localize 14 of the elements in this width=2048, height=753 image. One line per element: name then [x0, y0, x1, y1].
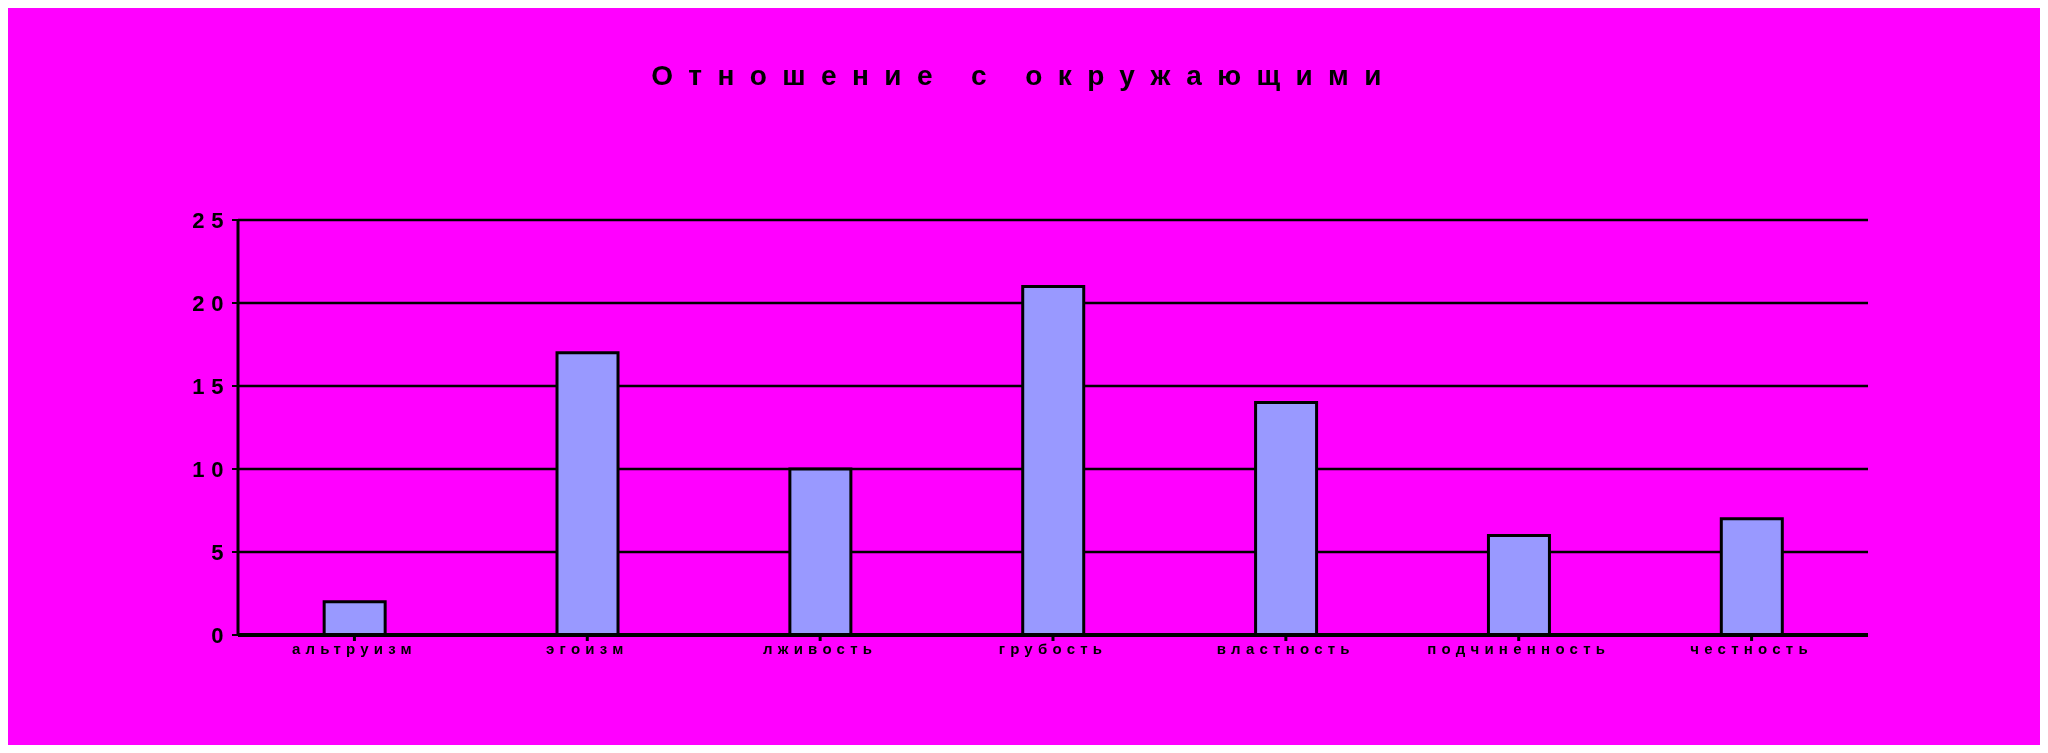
x-tick-label: альтруизм	[291, 639, 417, 657]
x-tick-label: грубость	[998, 639, 1108, 657]
y-tick-label: 15	[192, 373, 230, 399]
y-tick-label: 0	[211, 622, 230, 648]
y-tick-label: 10	[192, 456, 230, 482]
y-tick-label: 25	[192, 207, 230, 233]
y-tick-label: 5	[211, 539, 230, 565]
x-tick-label: властность	[1216, 639, 1355, 657]
x-tick-label: эгоизм	[546, 639, 629, 657]
x-tick-label: честность	[1690, 639, 1813, 657]
x-tick-label: подчиненность	[1427, 639, 1611, 657]
x-tick-label: лживость	[762, 639, 878, 657]
chart-title: Отношение с окружающими	[650, 60, 1398, 92]
y-tick-label: 20	[192, 290, 230, 316]
